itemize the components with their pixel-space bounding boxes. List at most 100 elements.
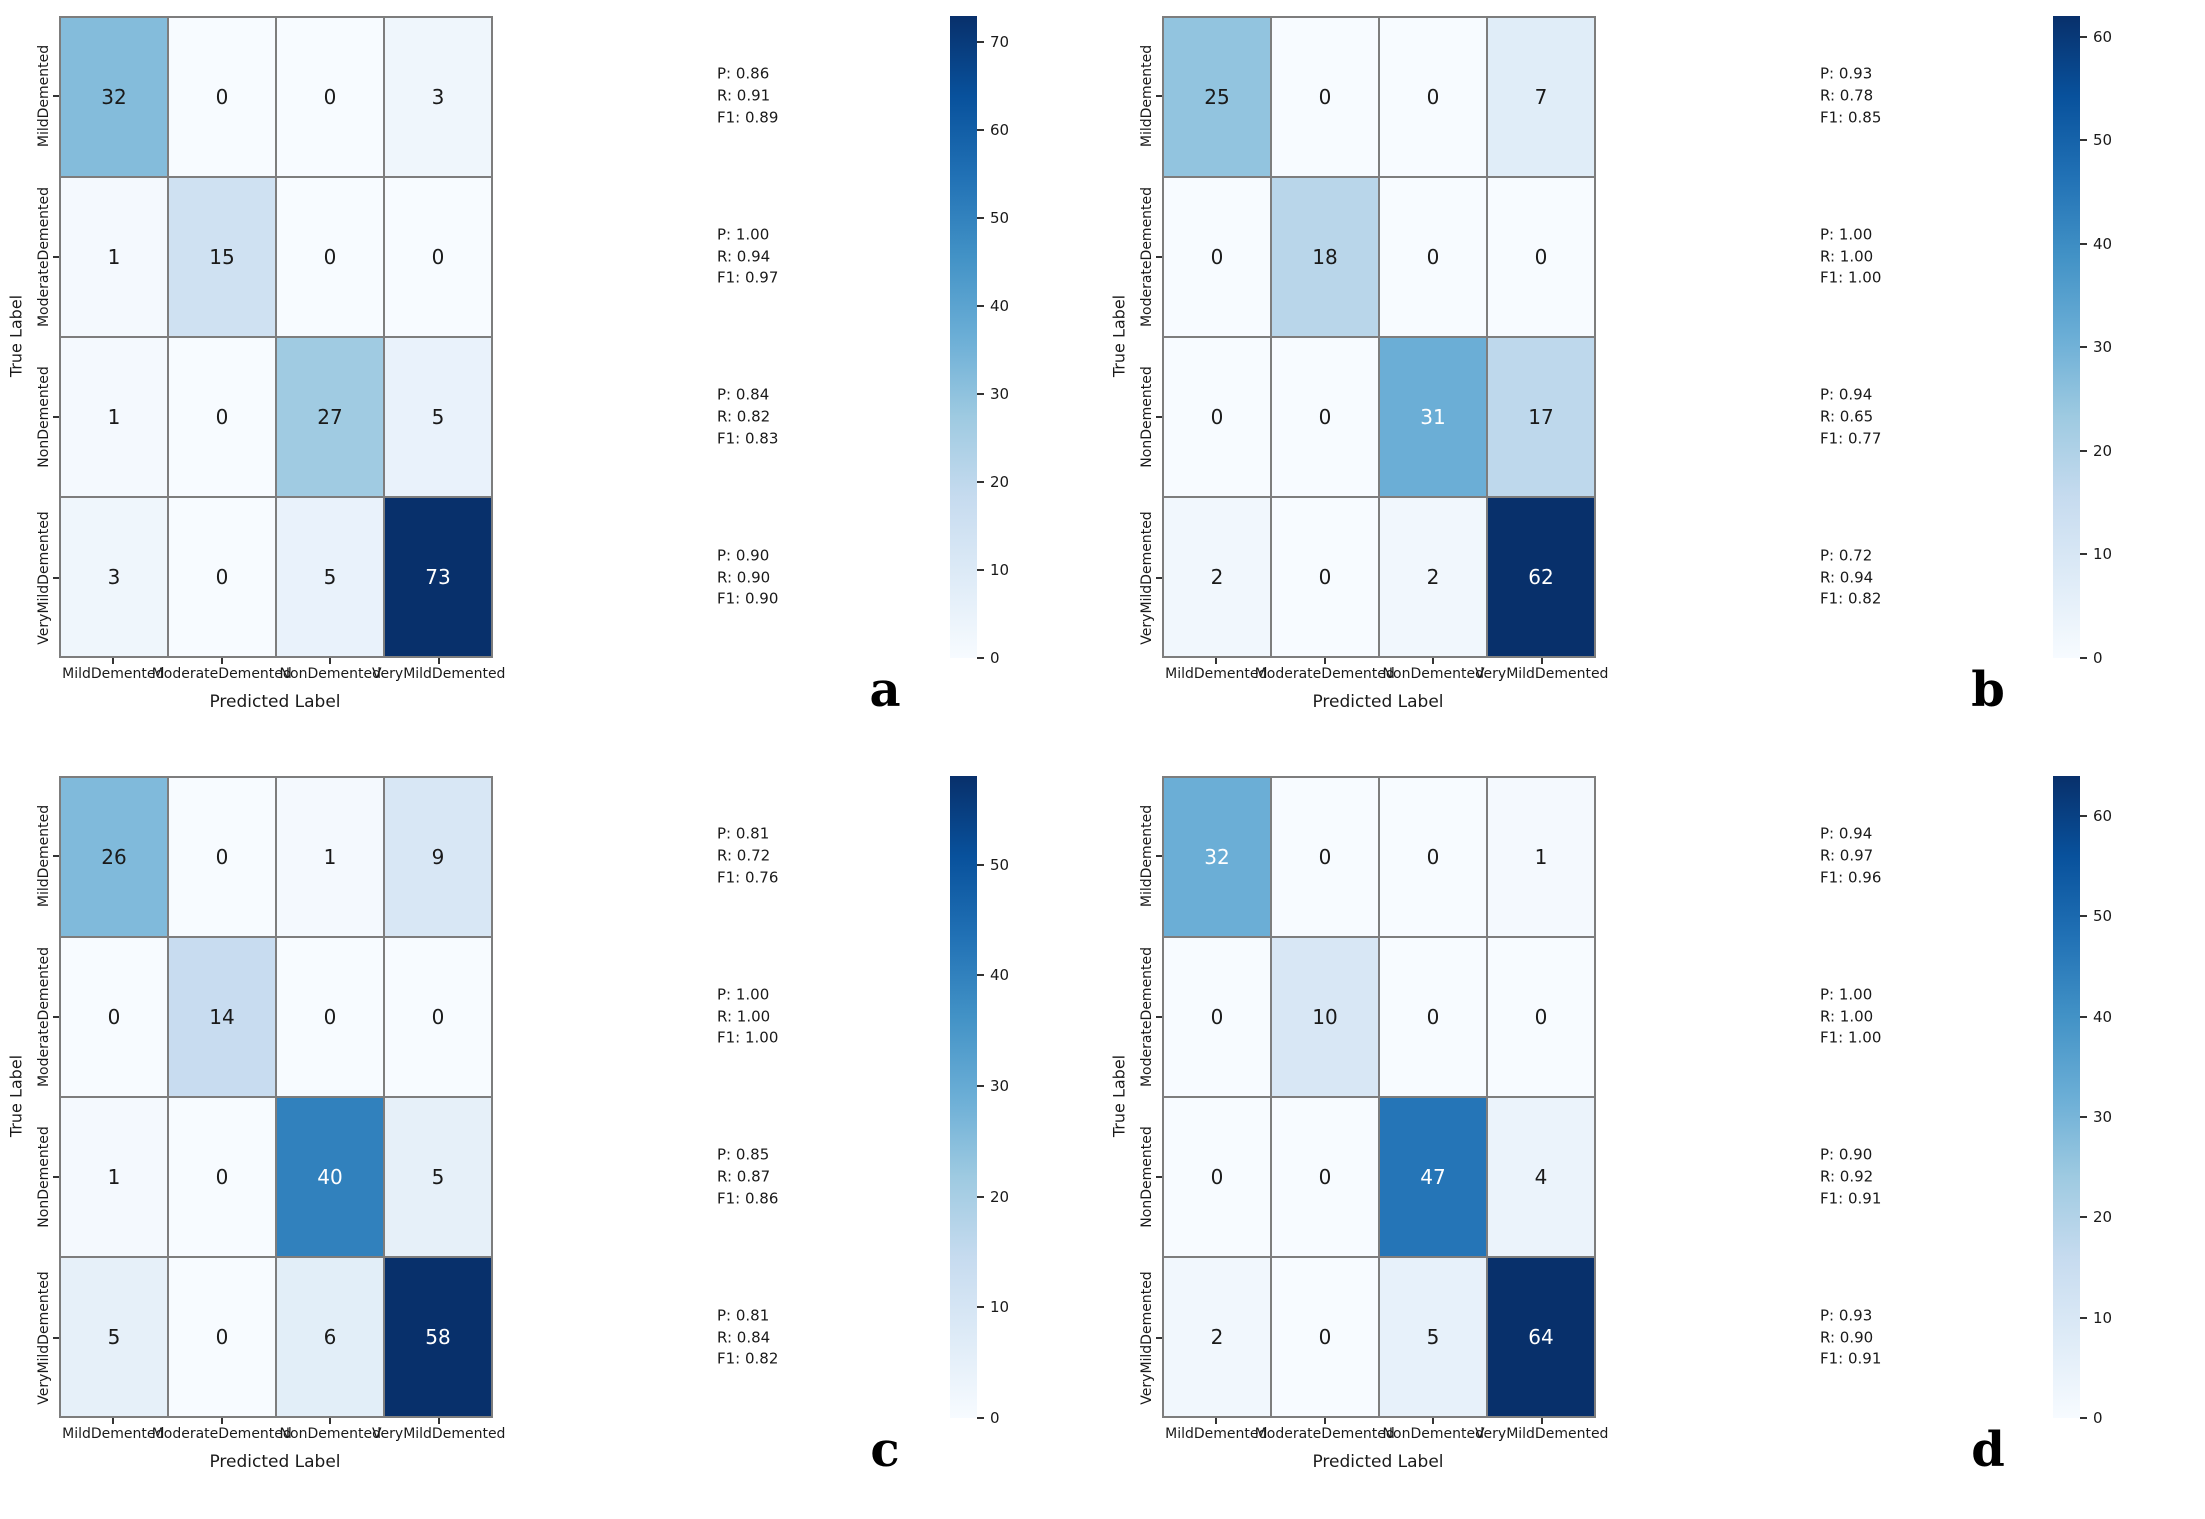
metric-line: F1: 0.83: [717, 429, 779, 448]
x-tick-mark: [220, 658, 223, 664]
colorbar-tick-mark: [977, 657, 984, 659]
y-tick-mark: [53, 1176, 59, 1179]
colorbar-tick-label: 70: [990, 33, 1010, 52]
metric-line: P: 1.00: [717, 985, 770, 1004]
metric-line: F1: 0.90: [717, 589, 779, 608]
metric-line: P: 0.90: [717, 546, 770, 565]
matrix-cell: 62: [1488, 498, 1594, 656]
panel-letter: d: [1971, 1422, 2005, 1478]
metrics-block: P: 1.00 R: 1.00 F1: 1.00: [1820, 984, 1881, 1049]
colorbar-tick-mark: [977, 1084, 984, 1087]
colorbar-tick-label: 30: [2093, 338, 2113, 357]
x-tick-mark: [220, 1418, 223, 1424]
matrix-cell: 0: [1272, 1098, 1378, 1256]
y-tick-mark: [1156, 576, 1162, 579]
matrix-cell: 2: [1164, 1258, 1270, 1416]
x-tick-label: ModerateDemented: [151, 666, 292, 682]
y-tick-mark: [53, 855, 59, 858]
matrix-cell: 5: [61, 1258, 167, 1416]
colorbar-tick-label: 10: [990, 561, 1010, 580]
metric-line: P: 0.90: [1820, 1145, 1873, 1164]
matrix-cell: 0: [61, 938, 167, 1096]
metric-line: F1: 0.77: [1820, 429, 1882, 448]
matrix-cell: 0: [277, 18, 383, 176]
matrix-cell: 7: [1488, 18, 1594, 176]
matrix-cell: 0: [169, 498, 275, 656]
metric-line: R: 0.90: [1820, 1327, 1874, 1346]
colorbar-tick-mark: [2080, 449, 2087, 452]
matrix-cell: 18: [1272, 178, 1378, 336]
metric-line: P: 0.84: [717, 385, 770, 404]
x-tick-label: MildDemented: [1165, 666, 1268, 682]
matrix-cell: 58: [385, 1258, 491, 1416]
y-tick-mark: [53, 255, 59, 258]
y-tick-mark: [1156, 855, 1162, 858]
y-tick-label: MildDemented: [1139, 45, 1155, 148]
colorbar-tick-mark: [977, 41, 984, 44]
x-tick-mark: [112, 1418, 115, 1424]
matrix-cell: 1: [277, 778, 383, 936]
matrix-cell: 31: [1380, 338, 1486, 496]
matrix-cell: 5: [277, 498, 383, 656]
metric-line: F1: 0.82: [717, 1349, 779, 1368]
colorbar-tick-mark: [977, 1195, 984, 1198]
matrix-cell: 0: [169, 1258, 275, 1416]
matrix: 32 0 0 3 1 15 0 0 1 0 27 5 3 0 5 73: [59, 16, 493, 658]
y-tick-label: NonDemented: [36, 366, 52, 468]
matrix-cell: 1: [61, 178, 167, 336]
matrix-cell: 2: [1380, 498, 1486, 656]
colorbar-tick-label: 30: [2093, 1108, 2113, 1127]
x-tick-label: MildDemented: [62, 1426, 165, 1442]
panel-letter: a: [869, 662, 901, 718]
y-axis-label: True Label: [1109, 294, 1129, 378]
colorbar-tick-label: 20: [990, 1187, 1010, 1206]
metric-line: F1: 0.86: [717, 1189, 779, 1208]
metrics-block: P: 0.86 R: 0.91 F1: 0.89: [717, 64, 778, 129]
metric-line: P: 0.86: [717, 64, 770, 83]
y-tick-label: ModerateDemented: [1139, 186, 1155, 327]
panel-b: True Label MildDemented ModerateDemented N…: [1103, 0, 2205, 759]
colorbar: [2053, 16, 2080, 658]
matrix-cell: 64: [1488, 1258, 1594, 1416]
x-axis-label: Predicted Label: [209, 692, 341, 712]
y-tick-mark: [1156, 1336, 1162, 1339]
x-tick-mark: [112, 658, 115, 664]
y-tick-mark: [53, 1015, 59, 1018]
colorbar-tick-label: 50: [2093, 907, 2113, 926]
metrics-block: P: 0.85 R: 0.87 F1: 0.86: [717, 1145, 778, 1210]
matrix-cell: 32: [61, 18, 167, 176]
metrics-block: P: 0.81 R: 0.84 F1: 0.82: [717, 1305, 778, 1370]
matrix-cell: 0: [1380, 778, 1486, 936]
y-axis-label: True Label: [1109, 1054, 1129, 1138]
metric-line: F1: 0.76: [717, 868, 779, 887]
y-tick-mark: [53, 1336, 59, 1339]
y-tick-mark: [53, 576, 59, 579]
x-tick-label: VeryMildDemented: [372, 1426, 506, 1442]
metrics-block: P: 0.90 R: 0.90 F1: 0.90: [717, 545, 778, 610]
colorbar-tick-mark: [2080, 139, 2087, 142]
colorbar-tick-label: 60: [2093, 27, 2113, 46]
y-tick-label: NonDemented: [36, 1126, 52, 1228]
colorbar-tick-label: 0: [2093, 649, 2103, 667]
matrix-cell: 5: [385, 338, 491, 496]
metric-line: R: 1.00: [1820, 1006, 1874, 1025]
y-tick-label: ModerateDemented: [36, 946, 52, 1087]
x-tick-mark: [1432, 658, 1435, 664]
metric-line: R: 0.91: [717, 86, 771, 105]
x-tick-label: MildDemented: [62, 666, 165, 682]
colorbar-tick-mark: [977, 129, 984, 132]
matrix-cell: 0: [1164, 1098, 1270, 1256]
colorbar: [950, 16, 977, 658]
x-tick-mark: [437, 658, 440, 664]
matrix-cell: 0: [169, 18, 275, 176]
metric-line: P: 1.00: [1820, 225, 1873, 244]
matrix-cell: 2: [1164, 498, 1270, 656]
y-tick-label: MildDemented: [36, 45, 52, 148]
matrix-cell: 3: [61, 498, 167, 656]
metrics-block: P: 0.90 R: 0.92 F1: 0.91: [1820, 1145, 1881, 1210]
metric-line: F1: 1.00: [717, 1028, 779, 1047]
metric-line: R: 0.72: [717, 846, 771, 865]
matrix-cell: 73: [385, 498, 491, 656]
colorbar-tick-mark: [2080, 35, 2087, 38]
metric-line: F1: 0.97: [717, 268, 779, 287]
